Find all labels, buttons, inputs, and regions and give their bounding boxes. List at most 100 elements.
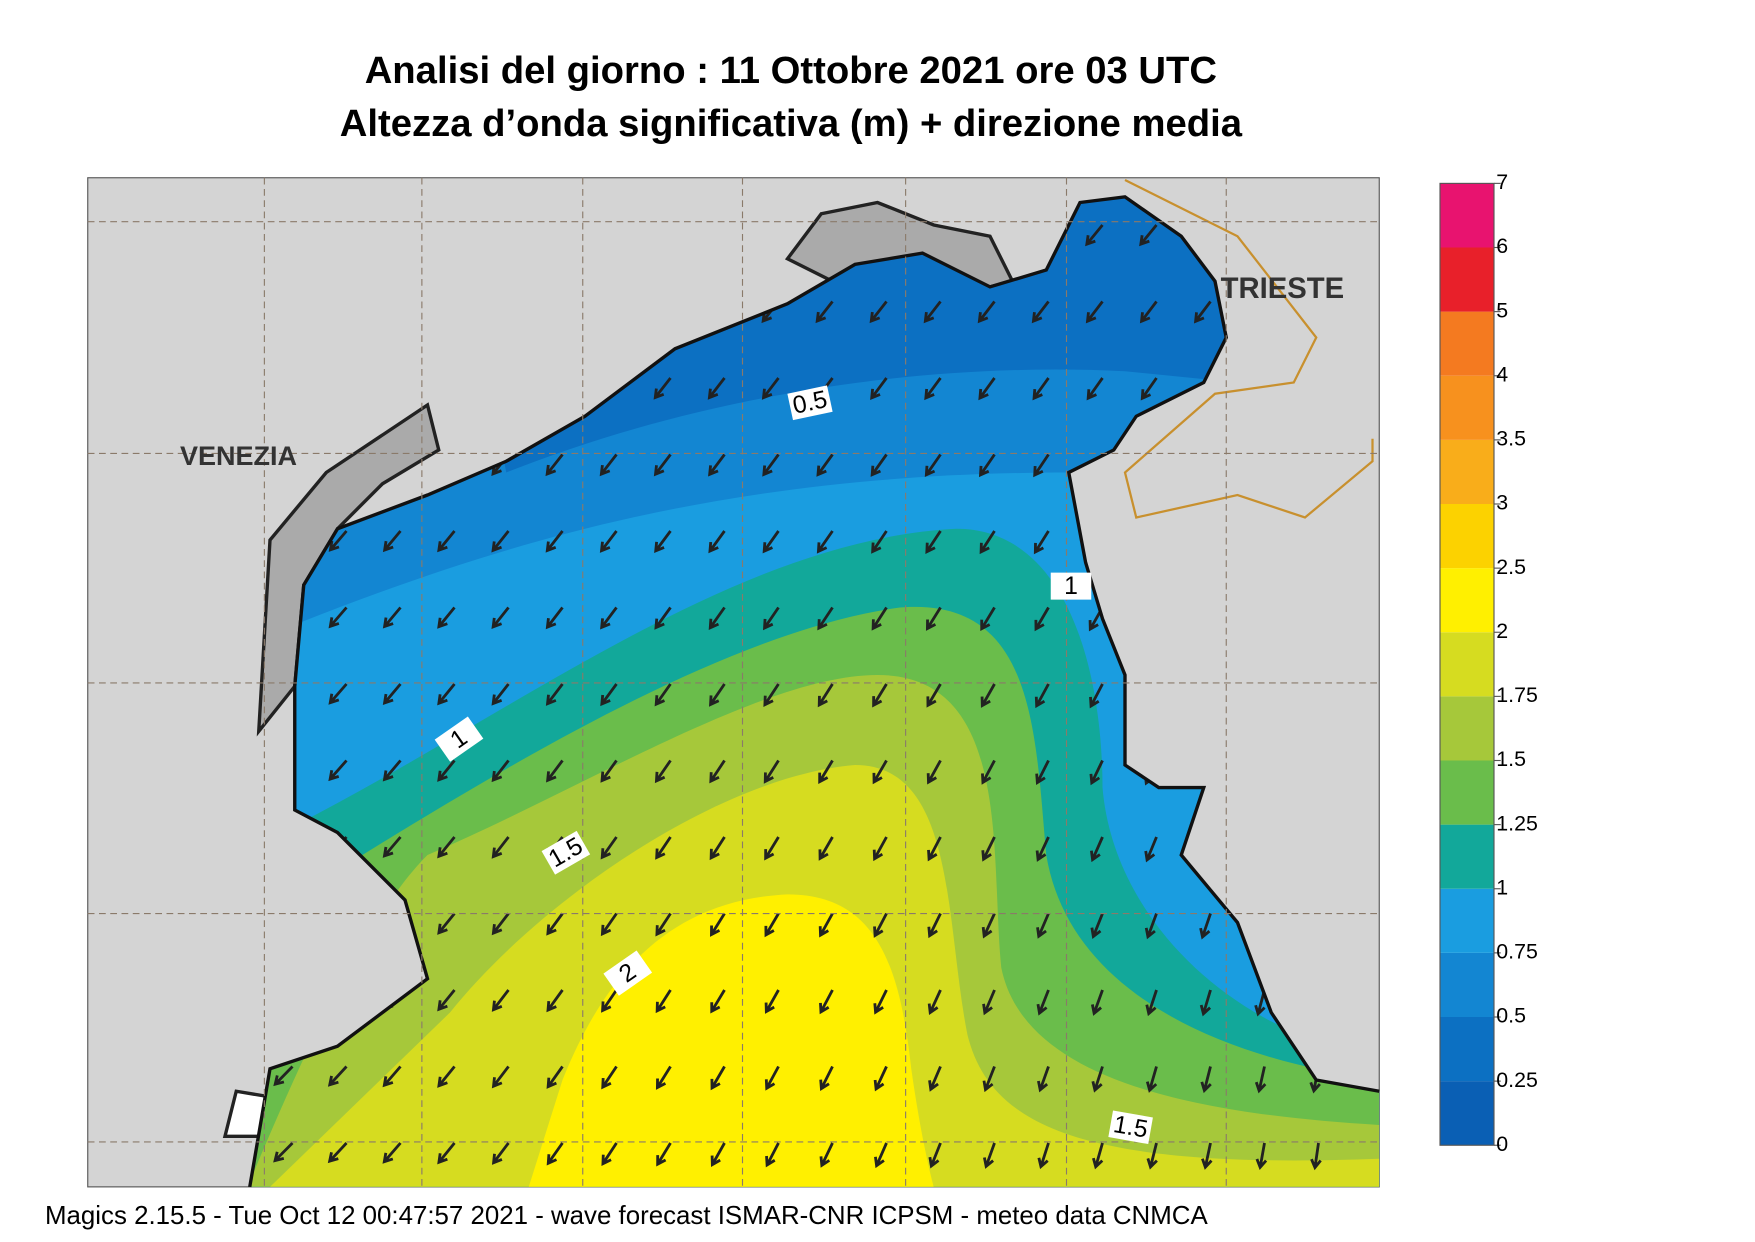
colorbar-tick-label: 0.75 <box>1496 940 1538 964</box>
contour-label-box <box>1050 572 1092 600</box>
direction-arrow <box>491 1142 510 1165</box>
contour-label-box <box>541 830 591 875</box>
contour-label: 2 <box>603 950 653 996</box>
direction-arrow <box>491 989 510 1012</box>
direction-arrow <box>709 683 726 707</box>
direction-arrow <box>980 606 996 632</box>
direction-arrow <box>1139 224 1158 247</box>
direction-arrow <box>816 453 834 477</box>
colorbar-swatch <box>1440 1017 1494 1082</box>
graticule <box>87 177 1380 1187</box>
colorbar-swatch <box>1440 311 1494 376</box>
direction-arrow <box>1139 300 1158 324</box>
direction-arrow <box>981 759 996 785</box>
subtitle: Altezza d’onda significativa (m) + direz… <box>340 102 1243 145</box>
direction-arrow <box>1085 224 1104 247</box>
direction-arrow <box>928 1142 942 1169</box>
direction-arrow <box>600 606 618 630</box>
direction-arrow <box>1089 683 1104 709</box>
contour-label-box <box>787 385 833 421</box>
direction-arrow <box>601 1142 618 1166</box>
direction-arrow <box>872 836 888 862</box>
direction-arrow <box>382 759 402 782</box>
direction-arrow <box>1199 913 1212 940</box>
direction-arrow <box>599 453 618 477</box>
direction-arrow <box>762 453 780 477</box>
contour-label: 1 <box>1050 572 1092 600</box>
direction-arrow <box>1036 989 1050 1016</box>
colorbar-swatch <box>1440 824 1494 889</box>
direction-arrow <box>1200 1066 1212 1094</box>
colorbar-tick-label: 1.75 <box>1496 683 1538 707</box>
direction-arrow <box>382 530 402 553</box>
direction-arrow <box>818 912 834 938</box>
contour-label: 1.5 <box>1108 1110 1153 1145</box>
direction-arrow <box>655 1065 672 1090</box>
place-label: TRIESTE <box>1221 273 1345 305</box>
colorbar-tick-label: 0.25 <box>1496 1068 1538 1092</box>
direction-arrow <box>600 683 618 707</box>
direction-arrow <box>982 1065 996 1093</box>
direction-arrow <box>273 1065 294 1087</box>
direction-arrow <box>762 530 780 554</box>
direction-arrow <box>925 530 942 554</box>
colorbar-frame <box>1439 182 1495 1146</box>
direction-arrow <box>1092 1142 1104 1170</box>
direction-arrow <box>1090 836 1104 863</box>
direction-arrow <box>873 1065 888 1092</box>
direction-arrow <box>437 912 456 935</box>
direction-arrow <box>819 1065 834 1092</box>
colorbar-swatch <box>1440 504 1494 569</box>
direction-arrow <box>1089 759 1104 786</box>
direction-arrow <box>1255 1142 1268 1171</box>
direction-arrow <box>819 989 834 1015</box>
direction-arrow <box>928 1065 942 1092</box>
direction-arrow <box>600 836 618 860</box>
direction-arrow <box>599 530 618 553</box>
direction-arrow <box>437 1142 456 1165</box>
colorbar-swatch <box>1440 375 1494 440</box>
direction-arrow <box>764 1065 780 1091</box>
direction-arrow <box>1035 836 1050 862</box>
colorbar-tick-label: 3.5 <box>1496 427 1526 451</box>
direction-arrow <box>327 1142 348 1164</box>
direction-arrow <box>709 759 726 784</box>
direction-arrow <box>1310 1142 1322 1171</box>
direction-arrow <box>1037 1066 1050 1093</box>
direction-arrow <box>437 530 456 553</box>
colorbar: 0 0.25 0.5 0.75 1 1.25 1.5 1.75 2 2.5 3 3.5 4 5 6 7 <box>1439 170 1538 1156</box>
direction-arrow <box>1091 1066 1104 1093</box>
place-label: VENEZIA <box>180 441 297 471</box>
contour-label-text: 1.5 <box>1111 1111 1150 1144</box>
direction-arrow <box>437 989 456 1012</box>
direction-arrow <box>1032 377 1050 401</box>
direction-arrow <box>491 759 510 783</box>
direction-arrow <box>1254 1066 1267 1094</box>
direction-arrow <box>926 683 942 708</box>
direction-arrow <box>977 300 996 324</box>
colorbar-tick-label: 1.25 <box>1496 811 1538 835</box>
contour-label: 1 <box>434 716 484 762</box>
direction-arrow <box>600 759 618 783</box>
colorbar-swatch <box>1440 247 1494 312</box>
direction-arrow <box>981 912 996 939</box>
direction-arrow <box>873 989 888 1015</box>
colorbar-tick-label: 0.5 <box>1496 1004 1526 1028</box>
direction-arrow <box>710 912 726 937</box>
colorbar-tick-label: 5 <box>1496 298 1508 322</box>
direction-arrow <box>927 836 942 862</box>
direction-arrow <box>763 759 780 784</box>
colorbar-swatch <box>1440 439 1494 504</box>
direction-arrow <box>980 683 996 708</box>
direction-arrow <box>1034 606 1050 632</box>
direction-arrow <box>710 1142 726 1167</box>
direction-arrow <box>818 759 834 784</box>
direction-arrow <box>818 836 834 861</box>
direction-arrow <box>1146 1142 1158 1170</box>
contour-label-text: 1 <box>1064 573 1078 600</box>
direction-arrow <box>708 530 726 554</box>
colorbar-tick-label: 0 <box>1496 1132 1508 1156</box>
colorbar-swatch <box>1440 183 1494 248</box>
direction-arrow <box>924 453 942 478</box>
